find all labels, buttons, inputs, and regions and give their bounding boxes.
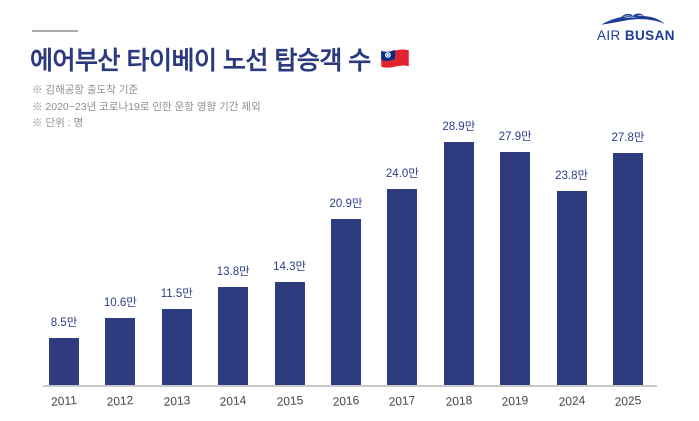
title-accent-line bbox=[32, 30, 78, 32]
note-line: ※ 김해공항 출도착 기준 bbox=[32, 84, 139, 96]
x-axis-line bbox=[43, 385, 657, 387]
bar-value-label: 27.9만 bbox=[498, 131, 532, 143]
x-axis-tick-label: 2012 bbox=[106, 393, 135, 409]
bar-chart: 8.5만 2011 10.6만 2012 11.5만 2013 13.8만 2014 14.3만… bbox=[43, 121, 657, 409]
bar-2024 bbox=[556, 191, 587, 385]
bar-value-label: 10.6만 bbox=[103, 297, 137, 309]
x-axis-tick-label: 2015 bbox=[275, 393, 304, 409]
x-axis-tick-label: 2011 bbox=[50, 393, 78, 409]
note-line: ※ 2020~23년 코로나19로 인한 운항 영향 기간 제외 bbox=[32, 100, 261, 113]
bar-2018 bbox=[443, 142, 474, 385]
bar-2017 bbox=[387, 189, 418, 385]
logo-busan-word: BUSAN bbox=[624, 28, 675, 43]
logo-air-word: AIR bbox=[597, 28, 621, 43]
x-axis-tick-label: 2013 bbox=[162, 393, 191, 409]
bar-2013 bbox=[161, 309, 192, 385]
chart-notes: ※ 김해공항 출도착 기준 ※ 2020~23년 코로나19로 인한 운항 영향… bbox=[32, 82, 261, 132]
bar-value-label: 28.9만 bbox=[442, 121, 476, 133]
x-axis-tick-label: 2016 bbox=[332, 393, 360, 409]
x-axis-tick-label: 2018 bbox=[444, 393, 473, 409]
bar-2012 bbox=[105, 318, 136, 385]
taiwan-flag-icon bbox=[380, 48, 410, 70]
bar-2025 bbox=[613, 153, 643, 385]
bar-value-label: 11.5만 bbox=[160, 288, 193, 300]
bar-value-label: 27.8만 bbox=[611, 132, 645, 144]
bar-value-label: 23.8만 bbox=[555, 170, 589, 182]
seagull-swoosh-icon bbox=[597, 11, 669, 28]
airbusan-logo-text: AIR BUSAN bbox=[597, 28, 675, 43]
bar-2015 bbox=[274, 282, 305, 385]
x-axis-tick-label: 2019 bbox=[501, 393, 529, 409]
x-axis-tick-label: 2025 bbox=[614, 393, 642, 409]
bar-2016 bbox=[331, 219, 361, 385]
bar-value-label: 24.0만 bbox=[385, 168, 419, 180]
bar-2011 bbox=[49, 338, 79, 385]
bar-value-label: 20.9만 bbox=[329, 198, 363, 210]
airbusan-logo: AIR BUSAN bbox=[597, 11, 674, 45]
x-axis-tick-label: 2024 bbox=[557, 393, 586, 409]
title-row: 에어부산 타이베이 노선 탑승객 수 bbox=[30, 41, 410, 77]
bar-value-label: 8.5만 bbox=[50, 317, 78, 329]
bar-2019 bbox=[500, 152, 531, 385]
x-axis-tick-label: 2017 bbox=[388, 393, 417, 409]
bar-value-label: 14.3만 bbox=[273, 261, 307, 273]
page-title: 에어부산 타이베이 노선 탑승객 수 bbox=[30, 47, 371, 75]
note-line: ※ 단위 : 명 bbox=[32, 117, 84, 129]
bar-2014 bbox=[218, 287, 249, 385]
x-axis-tick-label: 2014 bbox=[219, 393, 247, 409]
bar-value-label: 13.8만 bbox=[216, 266, 250, 278]
